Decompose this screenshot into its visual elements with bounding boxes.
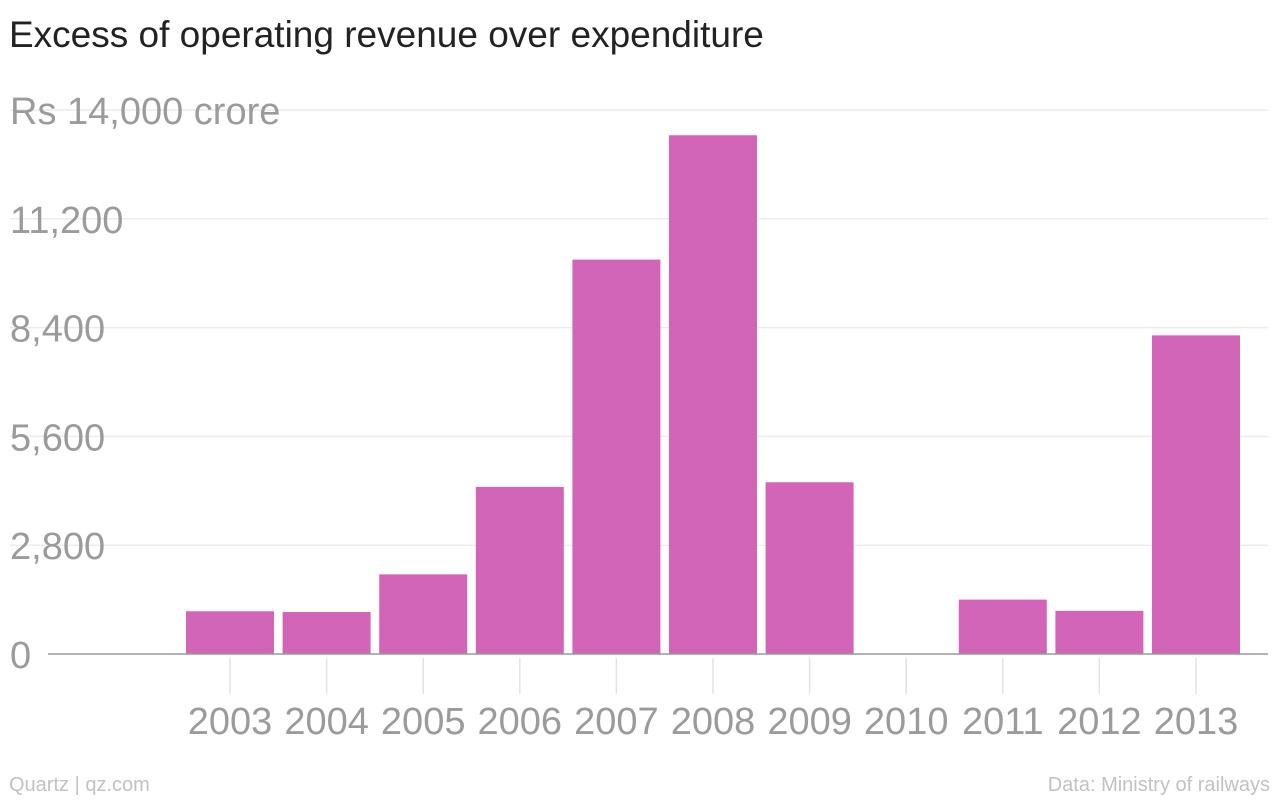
bar-2003 bbox=[186, 611, 274, 654]
x-tick-label: 2010 bbox=[864, 701, 949, 743]
x-tick-label: 2009 bbox=[767, 701, 852, 743]
y-tick-label: 8,400 bbox=[10, 309, 105, 351]
bar-2011 bbox=[958, 599, 1047, 654]
y-tick-label: 0 bbox=[10, 635, 31, 677]
y-tick-label: Rs 14,000 crore bbox=[10, 91, 280, 133]
x-tick-label: 2004 bbox=[284, 701, 369, 743]
x-tick-label: 2011 bbox=[962, 701, 1044, 743]
bar-2013 bbox=[1152, 335, 1240, 654]
bar-2009 bbox=[765, 482, 854, 654]
x-tick-label: 2007 bbox=[574, 701, 659, 743]
x-tick-label: 2003 bbox=[188, 701, 273, 743]
bar-2008 bbox=[669, 135, 757, 654]
x-tick-label: 2008 bbox=[671, 701, 756, 743]
bar-2006 bbox=[475, 486, 564, 654]
data-source-text: Data: Ministry of railways bbox=[1047, 774, 1270, 796]
chart-title: Excess of operating revenue over expendi… bbox=[9, 14, 764, 55]
bar-2004 bbox=[282, 612, 371, 654]
bar-2005 bbox=[379, 574, 468, 654]
x-tick-label: 2013 bbox=[1154, 701, 1239, 743]
x-tick-label: 2005 bbox=[381, 701, 466, 743]
y-tick-label: 11,200 bbox=[10, 200, 123, 242]
y-tick-label: 2,800 bbox=[10, 526, 105, 568]
credit-text: Quartz | qz.com bbox=[9, 774, 150, 796]
y-tick-label: 5,600 bbox=[10, 417, 105, 459]
x-tick-label: 2006 bbox=[478, 701, 563, 743]
x-tick-label: 2012 bbox=[1057, 701, 1142, 743]
bar-2012 bbox=[1055, 610, 1144, 654]
bar-2007 bbox=[572, 259, 661, 654]
